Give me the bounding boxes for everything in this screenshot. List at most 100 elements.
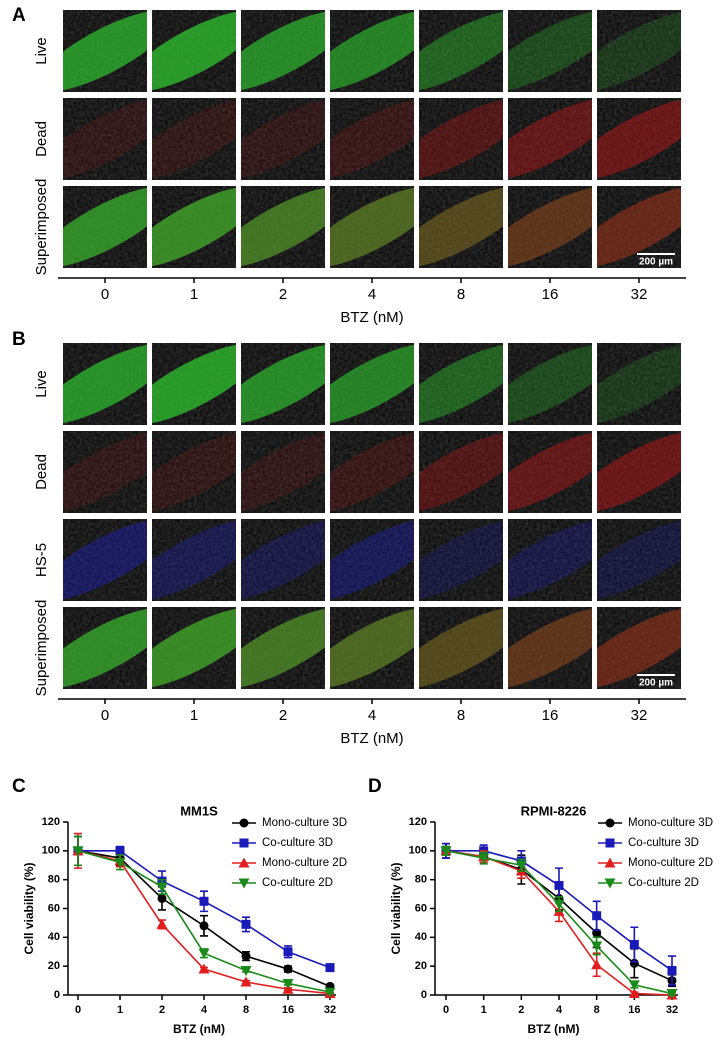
texture [330,343,414,425]
marker [440,846,452,857]
texture [419,98,503,180]
micrograph [419,343,503,425]
marker [157,893,167,903]
texture [241,607,325,689]
row-label: Dead [33,454,50,490]
marker [282,978,294,989]
legend-marker [604,857,616,868]
tile-content [597,10,681,92]
texture [152,519,236,601]
tile-content [419,186,503,268]
texture [330,431,414,513]
marker [478,853,490,864]
texture [241,10,325,92]
micrograph [419,10,503,92]
tile-content [152,519,236,601]
marker [199,921,209,931]
texture [241,519,325,601]
x-tick-label: 8 [594,1004,600,1016]
tile-content [419,607,503,689]
y-tick-label: 80 [48,874,60,886]
tile-content [508,519,592,601]
marker [72,846,84,857]
tile-content [63,10,147,92]
marker [156,918,168,929]
panel-label: C [12,776,26,797]
x-tick-label: 16 [282,1004,294,1016]
marker [241,919,251,929]
texture [63,98,147,180]
x-tick-label: 32 [631,707,648,724]
legend-marker [239,838,249,848]
micrograph [597,431,681,513]
x-tick-label: 2 [279,707,287,724]
tile-content [597,519,681,601]
micrograph [152,607,236,689]
x-tick-label: 32 [631,286,648,303]
row-label: HS-5 [33,543,50,577]
tile-content [241,10,325,92]
y-tick-label: 40 [48,931,60,943]
legend-marker [238,857,250,868]
marker [628,980,640,991]
x-tick-label: 2 [279,286,287,303]
row-label: Live [33,370,50,398]
micrograph [152,519,236,601]
x-tick-label: 16 [628,1004,640,1016]
tile-content [241,98,325,180]
micrograph [330,98,414,180]
tile-content [508,343,592,425]
y-tick-label: 100 [42,845,60,857]
legend-label: Mono-culture 2D [262,857,347,869]
marker [553,899,565,910]
tile-content [508,10,592,92]
micrograph [597,98,681,180]
x-tick-label: 4 [368,286,376,303]
x-axis-label: BTZ (nM) [528,1022,580,1036]
legend-label: Co-culture 3D [628,837,699,849]
tile-content [152,343,236,425]
micrograph [597,10,681,92]
texture [597,343,681,425]
texture [508,98,592,180]
micrograph [419,431,503,513]
tile-content [508,431,592,513]
texture [63,607,147,689]
micrograph [241,98,325,180]
y-tick-label: 80 [415,874,427,886]
x-axis-label: BTZ (nM) [340,730,403,747]
texture [241,98,325,180]
tile-content [241,186,325,268]
legend-marker [605,838,615,848]
row-label: Live [33,37,50,65]
marker [283,947,293,957]
texture [597,10,681,92]
y-tick-label: 20 [415,960,427,972]
micrograph [419,186,503,268]
texture [152,343,236,425]
x-tick-label: 8 [457,707,465,724]
micrograph [508,10,592,92]
row-label: Superimposed [33,179,50,276]
micrograph [241,519,325,601]
texture [63,10,147,92]
tile-content [63,98,147,180]
tile-content [241,343,325,425]
texture [508,519,592,601]
tile-content [508,98,592,180]
tile-content [241,607,325,689]
marker [324,987,336,998]
micrograph [419,607,503,689]
y-tick-label: 120 [409,816,427,828]
marker [628,988,640,999]
scale-bar-label: 200 µm [639,678,673,689]
x-tick-label: 4 [556,1004,563,1016]
marker [240,976,252,987]
chart-title: MM1S [180,803,218,818]
x-tick-label: 0 [443,1004,449,1016]
marker [591,959,603,970]
texture [152,10,236,92]
x-tick-label: 0 [101,707,109,724]
y-tick-label: 20 [48,960,60,972]
tile-content [597,431,681,513]
